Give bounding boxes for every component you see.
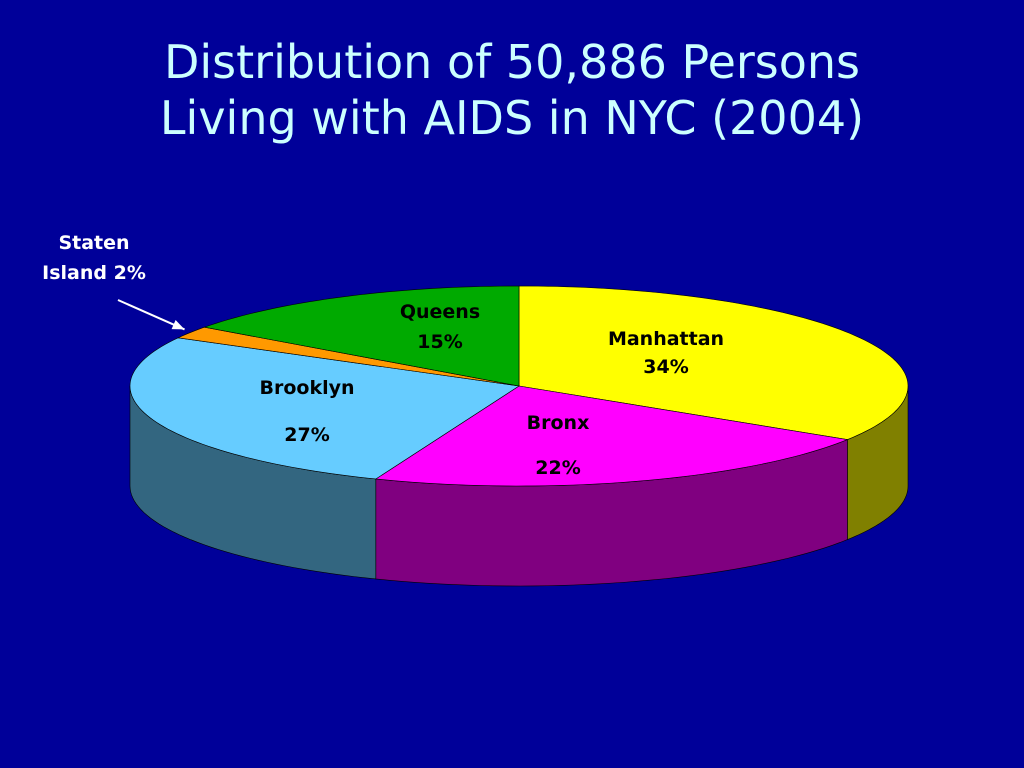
pie-slice-queens (203, 285, 520, 387)
pie-slice-manhattan (518, 285, 909, 440)
pie-tops (129, 285, 909, 487)
callout-line-staten-island (117, 299, 185, 331)
slice-label-manhattan: Manhattan (608, 328, 724, 350)
pie-labels: Manhattan 34% Bronx 22% Brooklyn 27% Staten Isl… (42, 232, 724, 479)
slice-label-bronx: Bronx (527, 412, 590, 434)
callout-arrowhead-staten-island (171, 319, 185, 330)
pie-slice-bronx (374, 385, 849, 487)
pie-slice-brooklyn (129, 337, 520, 480)
slice-label-brooklyn-line-2: 27% (284, 424, 329, 446)
pie-slice-staten-island (177, 326, 520, 387)
slice-label-staten-island: Staten (58, 232, 129, 254)
slice-label-manhattan-line-2: 34% (643, 356, 688, 378)
slide-title: Distribution of 50,886 Persons Living wi… (0, 34, 1024, 146)
pie-sides (129, 385, 909, 587)
slice-label-staten-island-line-2: Island 2% (42, 262, 146, 284)
slice-label-brooklyn: Brooklyn (259, 377, 354, 399)
title-line-2: Living with AIDS in NYC (2004) (159, 91, 865, 145)
slice-label-queens: Queens (400, 301, 480, 323)
slice-label-bronx-line-2: 22% (535, 457, 580, 479)
slice-label-queens-line-2: 15% (417, 331, 462, 353)
title-line-1: Distribution of 50,886 Persons (163, 35, 861, 89)
